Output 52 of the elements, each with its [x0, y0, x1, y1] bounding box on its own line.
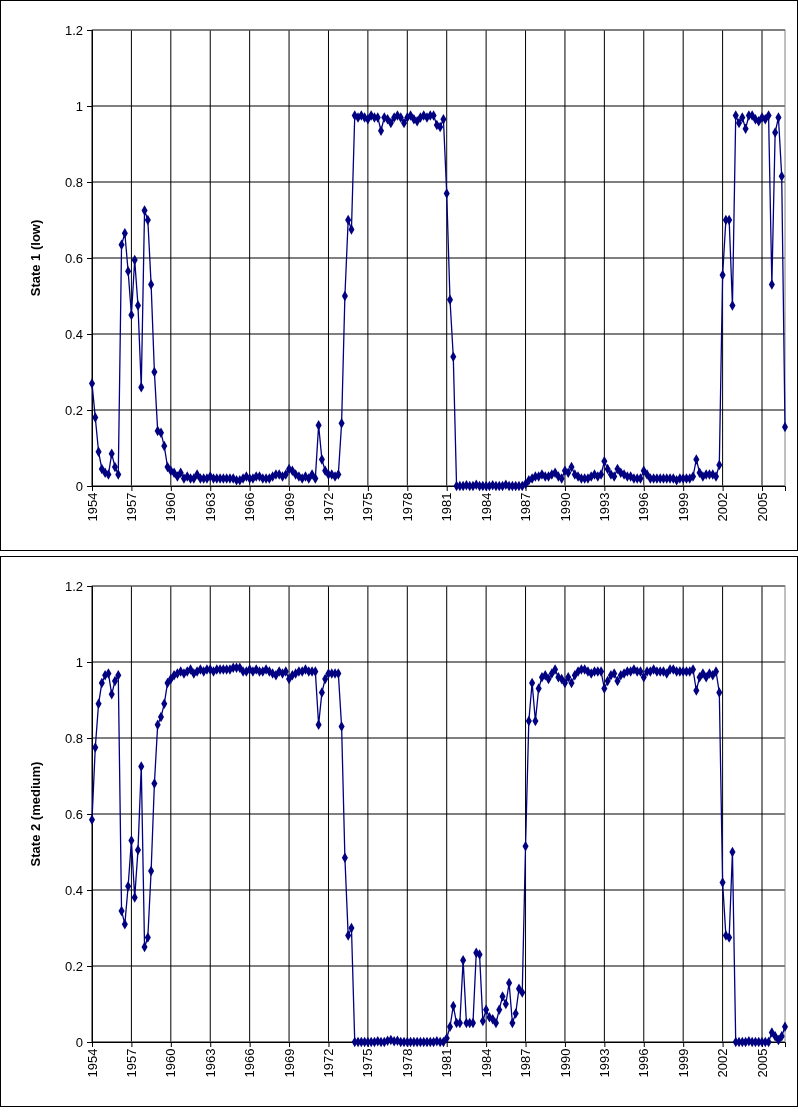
x-tick-label: 1954 — [84, 492, 100, 522]
x-tick-label: 1984 — [478, 492, 494, 522]
x-tick-label: 1969 — [281, 1048, 297, 1078]
x-tick-label: 1954 — [84, 1048, 100, 1078]
y-tick-label: 0.4 — [64, 882, 83, 898]
x-tick-label: 1978 — [399, 1048, 415, 1078]
x-tick-label: 1957 — [124, 492, 140, 522]
x-tick-label: 1972 — [321, 492, 337, 522]
x-tick-label: 1996 — [636, 1048, 652, 1078]
y-tick-label: 0.8 — [64, 730, 83, 746]
x-tick-label: 1993 — [596, 492, 612, 522]
y-axis-title: State 1 (low) — [28, 219, 43, 297]
y-axis-title: State 2 (medium) — [28, 761, 43, 867]
x-tick-label: 1987 — [518, 492, 534, 522]
x-tick-label: 1993 — [596, 1048, 612, 1078]
x-tick-label: 1981 — [439, 492, 455, 522]
x-tick-label: 1960 — [163, 1048, 179, 1078]
x-tick-label: 2005 — [754, 492, 770, 522]
x-tick-label: 1975 — [360, 1048, 376, 1078]
x-tick-label: 1975 — [360, 492, 376, 522]
x-tick-label: 1990 — [557, 492, 573, 522]
y-tick-label: 1 — [75, 654, 83, 670]
y-tick-label: 0.8 — [64, 174, 83, 190]
x-tick-label: 2002 — [715, 492, 731, 522]
x-tick-label: 1999 — [675, 1048, 691, 1078]
x-tick-label: 1990 — [557, 1048, 573, 1078]
y-tick-label: 0.2 — [64, 402, 83, 418]
y-tick-label: 0 — [75, 1034, 83, 1050]
y-tick-label: 0.6 — [64, 250, 83, 266]
x-tick-label: 1963 — [202, 492, 218, 522]
x-tick-label: 1996 — [636, 492, 652, 522]
y-tick-label: 1 — [75, 98, 83, 114]
y-tick-label: 0.2 — [64, 958, 83, 974]
y-tick-label: 0 — [75, 478, 83, 494]
x-tick-label: 2002 — [715, 1048, 731, 1078]
x-tick-label: 1966 — [242, 1048, 258, 1078]
x-tick-label: 1963 — [202, 1048, 218, 1078]
x-tick-label: 1999 — [675, 492, 691, 522]
y-tick-label: 0.4 — [64, 326, 83, 342]
x-tick-label: 1984 — [478, 1048, 494, 1078]
x-tick-label: 1972 — [321, 1048, 337, 1078]
x-tick-label: 1957 — [124, 1048, 140, 1078]
x-tick-label: 1966 — [242, 492, 258, 522]
y-tick-label: 1.2 — [64, 22, 83, 38]
x-tick-label: 1987 — [518, 1048, 534, 1078]
x-tick-label: 2005 — [754, 1048, 770, 1078]
x-tick-label: 1969 — [281, 492, 297, 522]
x-tick-label: 1981 — [439, 1048, 455, 1078]
x-tick-label: 1960 — [163, 492, 179, 522]
y-tick-label: 1.2 — [64, 578, 83, 594]
y-tick-label: 0.6 — [64, 806, 83, 822]
x-tick-label: 1978 — [399, 492, 415, 522]
